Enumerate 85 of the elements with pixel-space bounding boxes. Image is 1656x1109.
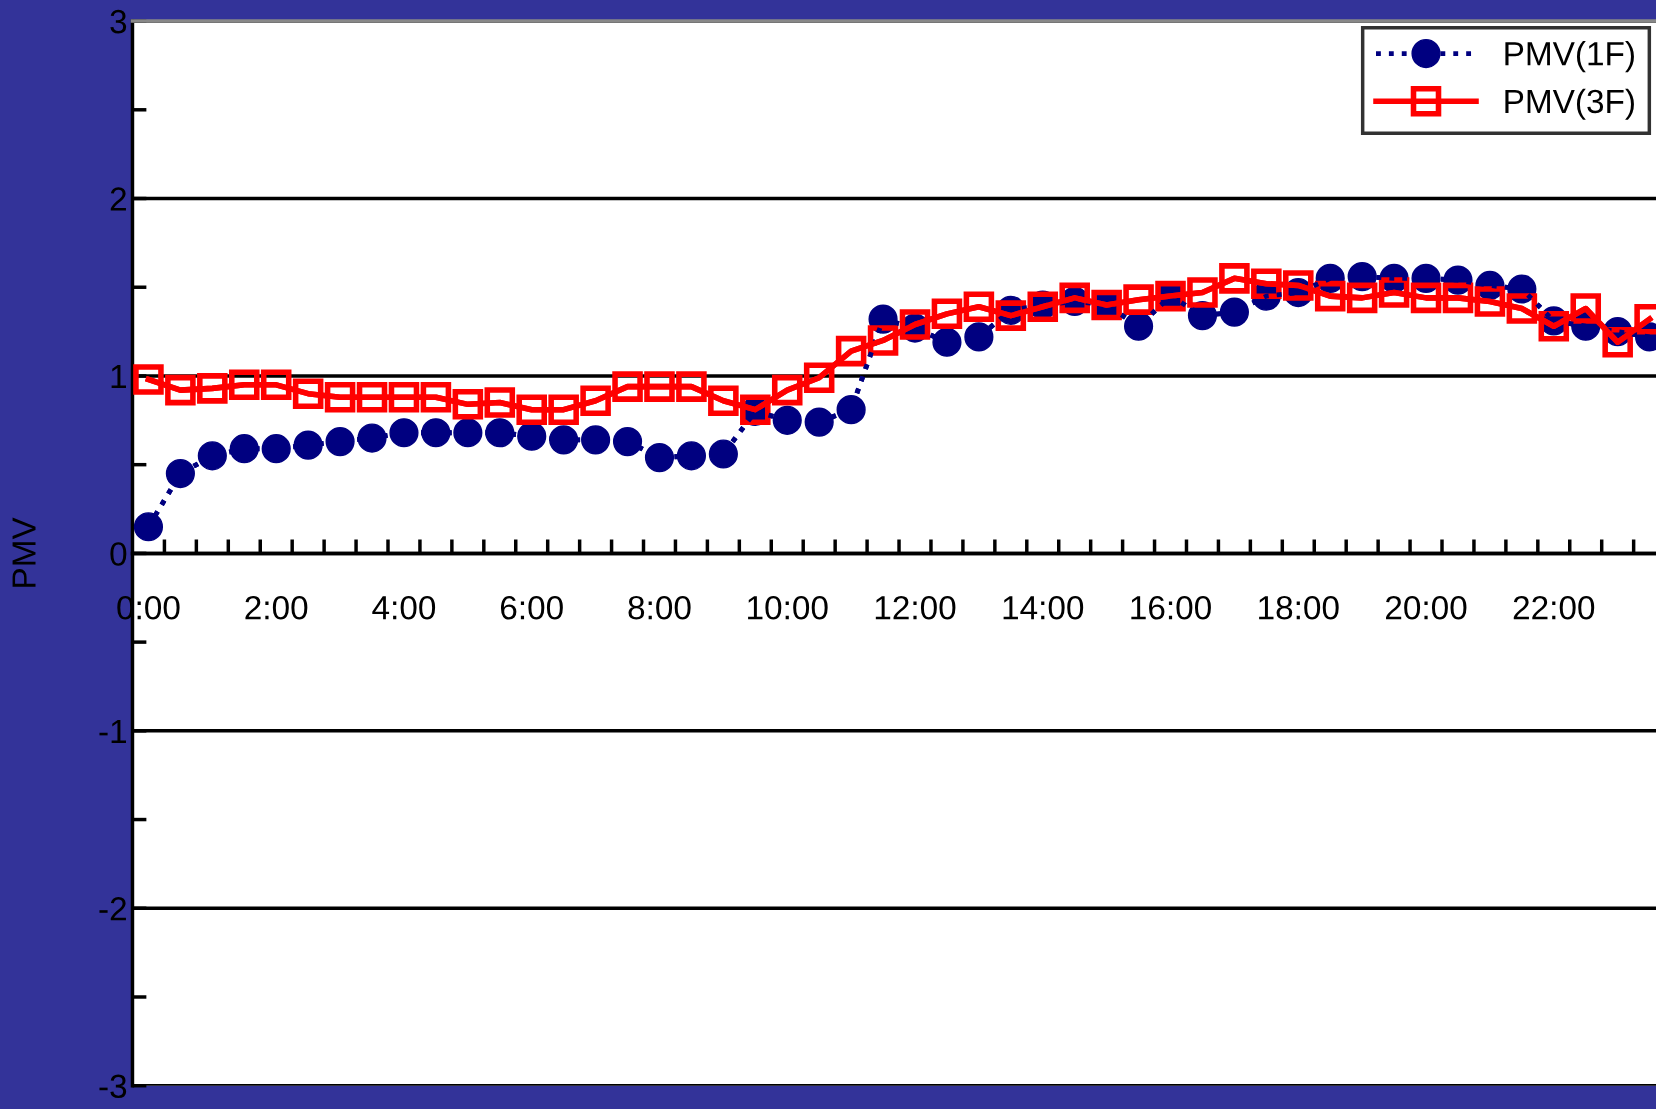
y-tick-label: -1: [99, 719, 126, 743]
point: [963, 291, 995, 323]
point: [1219, 263, 1250, 294]
point: [484, 387, 516, 418]
point: [1346, 282, 1378, 314]
x-tick-label: 4:00: [372, 595, 436, 620]
point: [1442, 282, 1474, 314]
point: [772, 405, 802, 435]
y-tick-label: 0: [110, 542, 127, 566]
point: [229, 434, 259, 464]
point: [644, 442, 675, 473]
point: [676, 371, 707, 402]
point: [867, 325, 899, 356]
y-tick-label: 2: [110, 187, 126, 211]
point: [324, 381, 356, 413]
point: [165, 374, 196, 406]
point: [1506, 293, 1538, 324]
y-tick-label: -3: [99, 1074, 127, 1099]
point: [1602, 326, 1633, 358]
point: [325, 427, 355, 457]
x-tick-label: 6:00: [500, 595, 563, 620]
point: [261, 434, 291, 464]
point: [1123, 284, 1154, 315]
point: [581, 425, 611, 455]
point: [803, 362, 835, 394]
point: [708, 385, 739, 417]
point: [580, 385, 611, 417]
x-tick-label: 14:00: [1003, 595, 1084, 620]
point: [485, 418, 515, 448]
point: [516, 394, 548, 425]
point: [644, 371, 675, 402]
point: [356, 381, 388, 413]
point: [708, 439, 738, 469]
x-tick-label: 18:00: [1259, 595, 1339, 620]
point: [612, 371, 643, 402]
point: [804, 407, 834, 437]
point: [260, 369, 292, 401]
point: [133, 512, 164, 542]
x-tick-label: 22:00: [1513, 595, 1595, 620]
point: [1410, 282, 1442, 314]
x-tick-label: 16:00: [1131, 595, 1211, 620]
x-tick-label: 2:00: [245, 595, 308, 620]
point: [420, 381, 452, 413]
point: [293, 430, 323, 460]
point: [931, 298, 963, 330]
point: [548, 394, 579, 425]
point: [452, 389, 484, 420]
point: [357, 423, 387, 453]
point: [771, 374, 803, 406]
y-tick-label: -2: [99, 897, 126, 921]
point: [836, 395, 866, 425]
point: [453, 418, 483, 448]
point: [228, 369, 260, 401]
legend-label: PMV(3F): [1505, 88, 1634, 120]
point: [612, 427, 643, 457]
point: [421, 418, 451, 448]
y-tick-label: 1: [111, 365, 126, 389]
point: [549, 425, 579, 455]
point: [292, 378, 324, 409]
point: [1187, 277, 1218, 308]
point: [835, 335, 867, 367]
x-tick-label: 10:00: [748, 595, 828, 620]
point: [1570, 293, 1602, 324]
y-tick-label: 3: [110, 9, 127, 34]
point: [197, 373, 228, 404]
point: [932, 327, 962, 357]
point: [1283, 270, 1314, 301]
y-axis-title: PMV: [12, 517, 36, 587]
point: [1314, 280, 1346, 312]
x-tick-label: 12:00: [875, 595, 956, 620]
point: [995, 300, 1027, 331]
point: [1538, 310, 1570, 342]
point: [1219, 297, 1249, 327]
point: [676, 441, 707, 471]
point: [1474, 286, 1506, 317]
legend-label: PMV(1F): [1505, 41, 1634, 73]
point: [133, 364, 164, 395]
point: [389, 418, 419, 448]
x-tick-label: 20:00: [1386, 595, 1467, 620]
point: [1251, 268, 1282, 299]
x-tick-label: 8:00: [628, 595, 691, 620]
point: [197, 441, 227, 471]
point: [388, 381, 420, 413]
point: [165, 458, 195, 489]
point: [964, 322, 994, 352]
